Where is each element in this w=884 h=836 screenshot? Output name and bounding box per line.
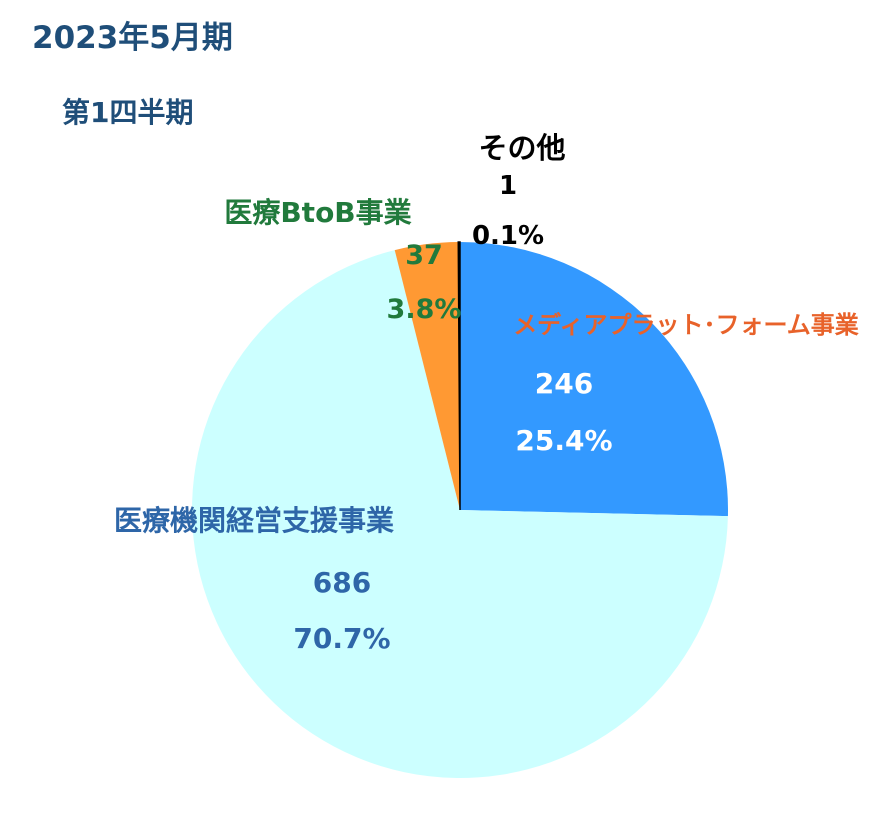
- slice-percent-label: 25.4%: [515, 424, 612, 457]
- slice-value-label: 246: [535, 367, 593, 400]
- pie-slice: [457, 241, 461, 511]
- slice-name-label: 医療機関経営支援事業: [114, 504, 394, 537]
- pie-slice: [394, 242, 460, 510]
- slice-percent-label: 3.8%: [387, 294, 462, 325]
- slice-name-label: メディアプラット･フォーム事業: [513, 311, 859, 339]
- slice-name-label: 医療BtoB事業: [224, 196, 411, 229]
- chart-title: 2023年5月期: [32, 20, 233, 56]
- slice-percent-label: 0.1%: [472, 221, 544, 251]
- chart-subtitle: 第1四半期: [62, 96, 193, 129]
- slice-percent-label: 70.7%: [293, 622, 390, 655]
- pie-slices: [191, 241, 728, 779]
- slice-name-label: その他: [478, 131, 565, 165]
- pie-slice: [191, 250, 728, 779]
- slice-value-label: 37: [405, 240, 443, 271]
- slice-labels: メディアプラット･フォーム事業 246 25.4% 医療機関経営支援事業 686 70.7…: [114, 131, 859, 655]
- slice-value-label: 686: [313, 566, 371, 599]
- pie-slice: [460, 242, 728, 517]
- slice-value-label: 1: [499, 171, 517, 201]
